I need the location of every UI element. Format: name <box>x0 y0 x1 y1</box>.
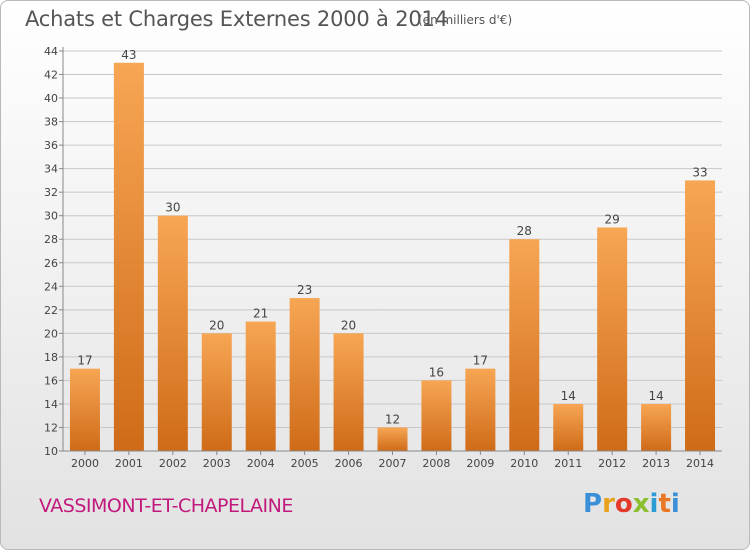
y-tick-label: 44 <box>44 45 58 58</box>
bars: 17 43 30 20 21 23 20 12 16 17 28 14 29 14 33 <box>69 48 716 452</box>
y-tick-label: 24 <box>44 280 58 293</box>
bar-value-label: 20 <box>209 318 224 332</box>
bar <box>509 239 540 451</box>
x-tick-label: 2000 <box>71 457 99 470</box>
bar-value-label: 12 <box>385 412 400 426</box>
y-tick-label: 10 <box>44 445 58 458</box>
bar <box>69 368 100 451</box>
y-tick-label: 38 <box>44 116 58 129</box>
y-tick-label: 20 <box>44 327 58 340</box>
bar-value-label: 33 <box>692 165 707 179</box>
logo-letter: t <box>658 489 671 519</box>
y-tick-label: 26 <box>44 257 58 270</box>
y-tick-label: 40 <box>44 92 58 105</box>
y-tick-label: 42 <box>44 69 58 82</box>
x-tick-label: 2006 <box>335 457 363 470</box>
bar <box>113 62 144 451</box>
logo-letter: x <box>632 489 650 519</box>
x-tick-label: 2011 <box>554 457 582 470</box>
logo-letter: P <box>583 489 603 519</box>
y-tick-label: 36 <box>44 139 58 152</box>
y-tick-label: 22 <box>44 304 58 317</box>
bar <box>421 380 452 451</box>
x-tick-label: 2010 <box>510 457 538 470</box>
x-tick-label: 2013 <box>642 457 670 470</box>
y-tick-label: 32 <box>44 186 58 199</box>
logo-letter: r <box>602 489 615 519</box>
x-tick-label: 2005 <box>291 457 319 470</box>
x-tick-label: 2003 <box>203 457 231 470</box>
bar-value-label: 30 <box>165 201 180 215</box>
bar-value-label: 14 <box>648 389 663 403</box>
proxiti-logo: Proxiti <box>583 489 680 519</box>
logo-letter: i <box>649 489 659 519</box>
x-tick-label: 2014 <box>686 457 714 470</box>
bar <box>553 403 584 451</box>
bar-value-label: 16 <box>429 365 444 379</box>
logo-letter: i <box>670 489 680 519</box>
x-tick-label: 2007 <box>379 457 407 470</box>
x-tick-label: 2001 <box>115 457 143 470</box>
y-tick-label: 16 <box>44 374 58 387</box>
bar <box>201 333 232 451</box>
bar-value-label: 20 <box>341 318 356 332</box>
bar <box>157 215 188 451</box>
bar-value-label: 23 <box>297 283 312 297</box>
bar <box>377 427 408 451</box>
axes: 10 12 14 16 18 20 22 24 26 28 30 32 34 36 38 40 42 44 2000… <box>44 45 722 470</box>
bar-value-label: 17 <box>473 354 488 368</box>
y-tick-label: 12 <box>44 421 58 434</box>
bar <box>685 180 716 452</box>
x-tick-label: 2012 <box>598 457 626 470</box>
bar <box>597 227 628 451</box>
y-tick-label: 30 <box>44 210 58 223</box>
bar <box>333 333 364 451</box>
bar-value-label: 17 <box>77 354 92 368</box>
logo-letter: o <box>614 489 633 519</box>
x-tick-label: 2004 <box>247 457 275 470</box>
bar <box>465 368 496 451</box>
commune-name: VASSIMONT-ET-CHAPELAINE <box>39 495 293 517</box>
y-tick-label: 14 <box>44 398 58 411</box>
bar-value-label: 43 <box>121 48 136 62</box>
x-tick-label: 2008 <box>422 457 450 470</box>
bar <box>245 321 276 451</box>
chart-unit: (en milliers d'€) <box>418 13 513 27</box>
x-tick-label: 2002 <box>159 457 187 470</box>
y-tick-label: 34 <box>44 163 58 176</box>
bar-value-label: 21 <box>253 307 268 321</box>
chart-title: Achats et Charges Externes 2000 à 2014 <box>25 7 448 31</box>
bar-value-label: 14 <box>561 389 576 403</box>
x-tick-label: 2009 <box>466 457 494 470</box>
bar-value-label: 28 <box>517 224 532 238</box>
bar-value-label: 29 <box>605 212 620 226</box>
y-tick-label: 18 <box>44 351 58 364</box>
y-tick-label: 28 <box>44 233 58 246</box>
bar <box>641 403 672 451</box>
bar <box>289 298 320 451</box>
